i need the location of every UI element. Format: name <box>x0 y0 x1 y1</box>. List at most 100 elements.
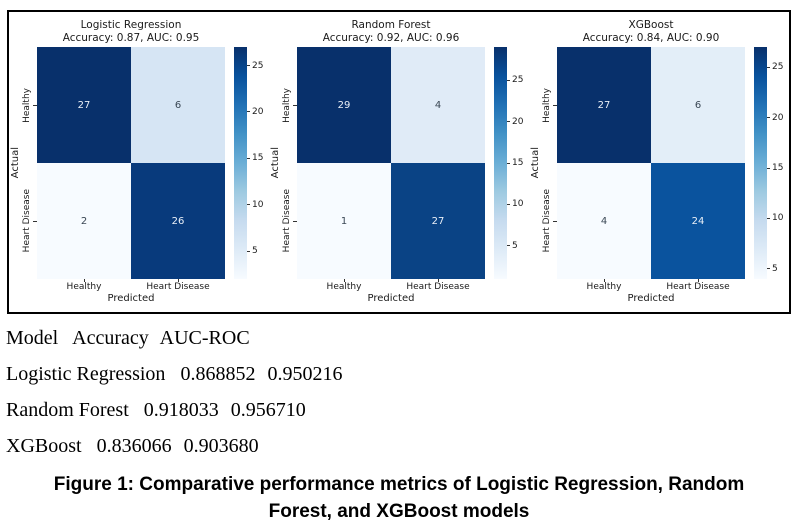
x-tick-label: Healthy <box>66 282 102 292</box>
metrics-auc-value: 0.903680 <box>183 435 259 457</box>
y-axis-label: Actual <box>529 147 541 179</box>
x-axis-label: Predicted <box>627 293 675 304</box>
x-tick-mark <box>603 279 605 282</box>
figure-caption-line2: Forest, and XGBoost models <box>268 501 530 522</box>
x-tick-label: Heart Disease <box>146 282 210 292</box>
x-tick-label: Healthy <box>586 282 622 292</box>
colorbar-ticks: 5 10 15 20 25 <box>247 47 269 279</box>
colorbar-tick: 15 <box>507 158 523 168</box>
panel-title: XGBoost <box>628 19 674 31</box>
x-tick-mark <box>177 279 179 282</box>
y-tick-label: Heart Disease <box>22 189 32 253</box>
metrics-auc-value: 0.950216 <box>267 363 343 385</box>
y-tick-label: Heart Disease <box>282 189 292 253</box>
metrics-auc-value: 0.956710 <box>230 399 306 421</box>
colorbar-tick: 5 <box>507 241 518 251</box>
heatmap-cell: 4 <box>391 47 485 163</box>
panel-title: Random Forest <box>351 19 431 31</box>
panel-title-block: Random Forest Accuracy: 0.92, AUC: 0.96 <box>297 16 485 45</box>
plot-area: Actual Healthy Heart Disease 27 6 2 26 <box>9 47 269 279</box>
heatmap-cell: 27 <box>557 47 651 163</box>
metrics-header-accuracy: Accuracy <box>72 327 149 349</box>
plot-area: Actual Healthy Heart Disease 29 4 1 27 <box>269 47 529 279</box>
heatmap-cell: 1 <box>297 163 391 279</box>
plot-area: Actual Healthy Heart Disease 27 6 4 24 <box>529 47 789 279</box>
x-tick-mark <box>697 279 699 282</box>
colorbar-tick: 10 <box>767 213 783 223</box>
metrics-row: XGBoost 0.836066 0.903680 <box>6 435 798 457</box>
y-tick-label: Healthy <box>22 87 32 123</box>
colorbar-ticks: 5 10 15 20 25 <box>507 47 529 279</box>
x-tick-label: Heart Disease <box>666 282 730 292</box>
metrics-header-auc: AUC-ROC <box>159 327 250 349</box>
panel-subtitle: Accuracy: 0.92, AUC: 0.96 <box>322 32 460 44</box>
y-tick-label: Heart Disease <box>542 189 552 253</box>
colorbar-tick: 5 <box>767 264 778 274</box>
panel-logistic-regression: Logistic Regression Accuracy: 0.87, AUC:… <box>9 16 269 312</box>
panel-subtitle: Accuracy: 0.87, AUC: 0.95 <box>62 32 200 44</box>
colorbar-tick: 15 <box>767 163 783 173</box>
y-axis-label: Actual <box>269 147 281 179</box>
x-axis-label: Predicted <box>107 293 155 304</box>
metrics-header-row: Model Accuracy AUC-ROC <box>6 327 798 349</box>
confusion-matrix-heatmap: 27 6 4 24 <box>557 47 745 279</box>
confusion-matrix-heatmap: 29 4 1 27 <box>297 47 485 279</box>
confusion-matrix-heatmap: 27 6 2 26 <box>37 47 225 279</box>
figure-caption-line1: Figure 1: Comparative performance metric… <box>53 474 745 495</box>
heatmap-cell: 6 <box>131 47 225 163</box>
x-tick-mark <box>83 279 85 282</box>
colorbar-tick: 25 <box>767 62 783 72</box>
y-tick-mark <box>553 104 557 106</box>
colorbar-tick: 5 <box>247 246 258 256</box>
colorbar-tick: 10 <box>507 199 523 209</box>
metrics-table: Model Accuracy AUC-ROC Logistic Regressi… <box>6 327 798 457</box>
y-tick-label: Healthy <box>542 87 552 123</box>
y-tick-mark <box>553 220 557 222</box>
confusion-matrices-figure: Logistic Regression Accuracy: 0.87, AUC:… <box>7 10 791 314</box>
panel-xgboost: XGBoost Accuracy: 0.84, AUC: 0.90 Actual… <box>529 16 789 312</box>
metrics-accuracy-value: 0.868852 <box>180 363 256 385</box>
y-tick-mark <box>293 220 297 222</box>
heatmap-cell: 27 <box>391 163 485 279</box>
metrics-model-name: Random Forest <box>6 399 129 421</box>
panel-random-forest: Random Forest Accuracy: 0.92, AUC: 0.96 … <box>269 16 529 312</box>
panel-title-block: Logistic Regression Accuracy: 0.87, AUC:… <box>37 16 225 45</box>
colorbar-tick: 25 <box>507 75 523 85</box>
panel-subtitle: Accuracy: 0.84, AUC: 0.90 <box>582 32 720 44</box>
heatmap-cell: 2 <box>37 163 131 279</box>
heatmap-cell: 26 <box>131 163 225 279</box>
panel-title-block: XGBoost Accuracy: 0.84, AUC: 0.90 <box>557 16 745 45</box>
x-tick-label: Heart Disease <box>406 282 470 292</box>
heatmap-cell: 29 <box>297 47 391 163</box>
y-tick-label: Healthy <box>282 87 292 123</box>
metrics-model-name: XGBoost <box>6 435 82 457</box>
panel-title: Logistic Regression <box>80 19 182 31</box>
colorbar <box>754 47 767 279</box>
y-tick-mark <box>293 104 297 106</box>
x-tick-label: Healthy <box>326 282 362 292</box>
metrics-row: Logistic Regression 0.868852 0.950216 <box>6 363 798 385</box>
colorbar-ticks: 5 10 15 20 25 <box>767 47 789 279</box>
y-tick-mark <box>33 104 37 106</box>
x-axis-label: Predicted <box>367 293 415 304</box>
colorbar-tick: 20 <box>767 113 783 123</box>
metrics-row: Random Forest 0.918033 0.956710 <box>6 399 798 421</box>
x-tick-mark <box>343 279 345 282</box>
metrics-model-name: Logistic Regression <box>6 363 166 385</box>
metrics-accuracy-value: 0.918033 <box>143 399 219 421</box>
colorbar-tick: 15 <box>247 153 263 163</box>
colorbar-tick: 20 <box>507 117 523 127</box>
colorbar-tick: 25 <box>247 61 263 71</box>
colorbar <box>494 47 507 279</box>
y-tick-mark <box>33 220 37 222</box>
heatmap-cell: 6 <box>651 47 745 163</box>
heatmap-cell: 27 <box>37 47 131 163</box>
metrics-accuracy-value: 0.836066 <box>96 435 172 457</box>
x-tick-mark <box>437 279 439 282</box>
colorbar-tick: 20 <box>247 107 263 117</box>
metrics-header-model: Model <box>6 327 59 349</box>
heatmap-cell: 24 <box>651 163 745 279</box>
colorbar <box>234 47 247 279</box>
y-axis-label: Actual <box>9 147 21 179</box>
colorbar-tick: 10 <box>247 200 263 210</box>
